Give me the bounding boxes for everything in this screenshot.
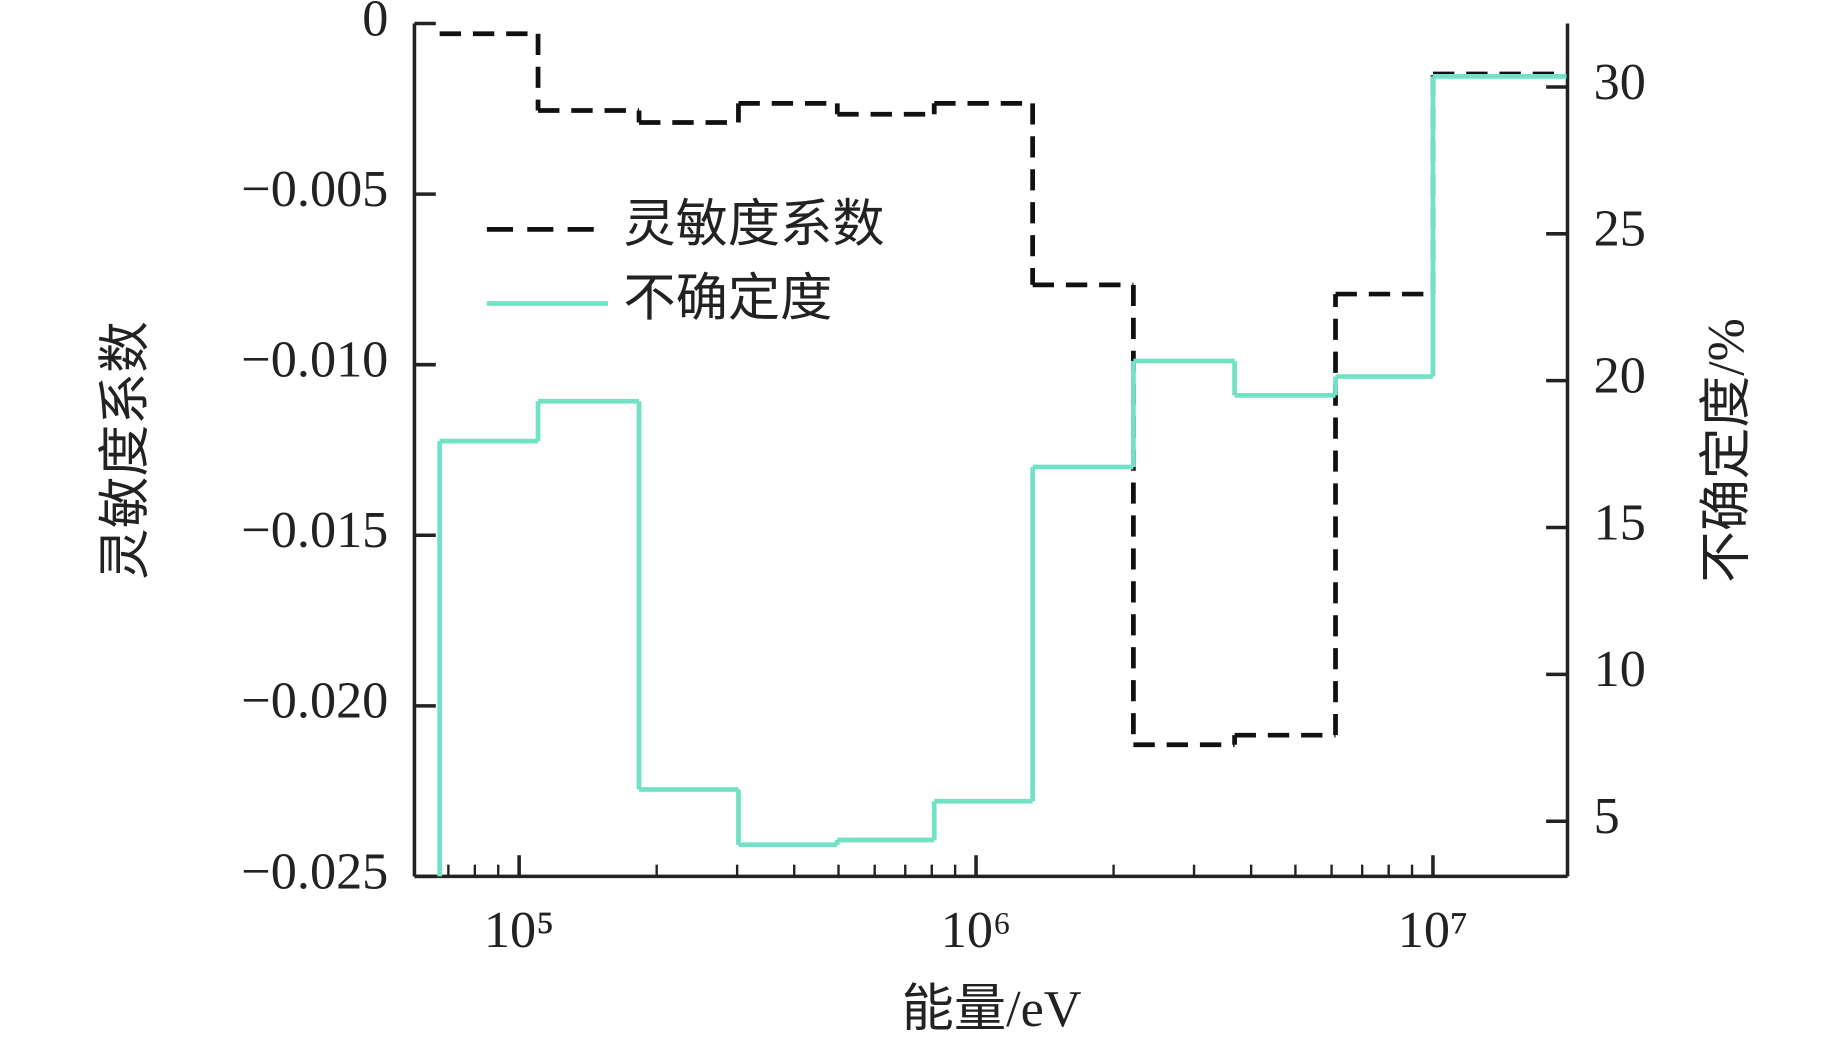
y2-tick-label: 10 — [1594, 641, 1646, 698]
y-tick-label: −0.015 — [241, 502, 388, 559]
x-tick-label: 10⁶ — [941, 902, 1011, 959]
y-tick-label: −0.020 — [241, 673, 388, 730]
y-tick-label: −0.005 — [241, 161, 388, 218]
y2-tick-label: 15 — [1594, 495, 1646, 552]
y2-tick-label: 25 — [1594, 201, 1646, 258]
y-tick-label: 0 — [362, 0, 388, 47]
x-axis-label: 能量/eV — [902, 981, 1082, 1038]
y2-axis-label: 不确定度/% — [1698, 318, 1755, 583]
x-tick-label: 10⁵ — [484, 902, 554, 959]
y-tick-label: −0.025 — [241, 844, 388, 901]
y-tick-label: −0.010 — [241, 332, 388, 389]
y2-tick-label: 20 — [1594, 348, 1646, 405]
legend-label: 灵敏度系数 — [623, 196, 884, 253]
y2-tick-label: 30 — [1594, 54, 1646, 111]
y2-tick-label: 5 — [1594, 788, 1620, 845]
legend-label: 不确定度 — [623, 271, 832, 328]
x-tick-label: 10⁷ — [1398, 902, 1468, 959]
y-axis-label: 灵敏度系数 — [97, 321, 154, 580]
